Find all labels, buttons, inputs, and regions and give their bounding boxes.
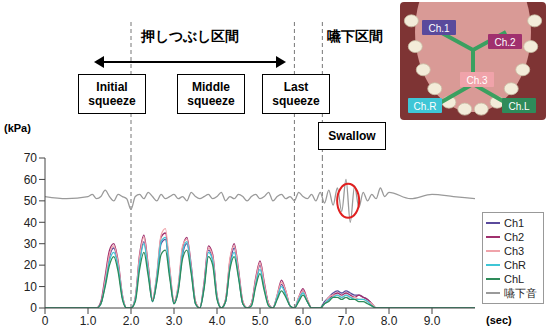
svg-text:Ch.L: Ch.L — [508, 101, 530, 112]
svg-text:0: 0 — [30, 301, 37, 315]
html-text:ChL: ChL — [504, 273, 525, 285]
svg-text:Ch.2: Ch.2 — [494, 37, 516, 48]
svg-text:0: 0 — [42, 314, 49, 328]
svg-text:20: 20 — [24, 258, 38, 272]
html-text:Swallow: Swallow — [328, 129, 376, 143]
svg-text:3.0: 3.0 — [166, 314, 183, 328]
html-text:squeeze: squeeze — [88, 94, 136, 108]
svg-text:5.0: 5.0 — [252, 314, 269, 328]
html-text:嚥下区間: 嚥下区間 — [327, 28, 383, 44]
svg-text:7.0: 7.0 — [338, 314, 355, 328]
svg-text:4.0: 4.0 — [209, 314, 226, 328]
svg-text:8.0: 8.0 — [381, 314, 398, 328]
html-text:Ch2: Ch2 — [504, 231, 525, 243]
svg-text:9.0: 9.0 — [424, 314, 441, 328]
html-text:Ch3: Ch3 — [504, 245, 525, 257]
svg-text:2.0: 2.0 — [123, 314, 140, 328]
html-text:Initial: Initial — [96, 80, 128, 94]
svg-text:50: 50 — [24, 194, 38, 208]
html-text:squeeze: squeeze — [272, 94, 320, 108]
svg-text:1.0: 1.0 — [80, 314, 97, 328]
svg-text:10: 10 — [24, 280, 38, 294]
svg-text:70: 70 — [24, 151, 38, 165]
svg-text:40: 40 — [24, 216, 38, 230]
html-text:Ch1: Ch1 — [504, 217, 525, 229]
html-text:squeeze: squeeze — [187, 94, 235, 108]
svg-text:60: 60 — [24, 173, 38, 187]
html-text:嚥下音: 嚥下音 — [504, 286, 537, 299]
html-text:ChR: ChR — [504, 259, 526, 271]
svg-text:Ch.1: Ch.1 — [428, 23, 450, 34]
html-text:Last: Last — [283, 80, 309, 94]
html-text:Middle: Middle — [192, 80, 230, 94]
svg-text:30: 30 — [24, 237, 38, 251]
html-text:押しつぶし区間: 押しつぶし区間 — [141, 28, 239, 44]
html-text:(sec): (sec) — [486, 314, 512, 326]
svg-text:6.0: 6.0 — [295, 314, 312, 328]
svg-text:Ch.3: Ch.3 — [466, 75, 488, 86]
svg-text:Ch.R: Ch.R — [414, 101, 437, 112]
html-text:(kPa): (kPa) — [4, 122, 31, 134]
